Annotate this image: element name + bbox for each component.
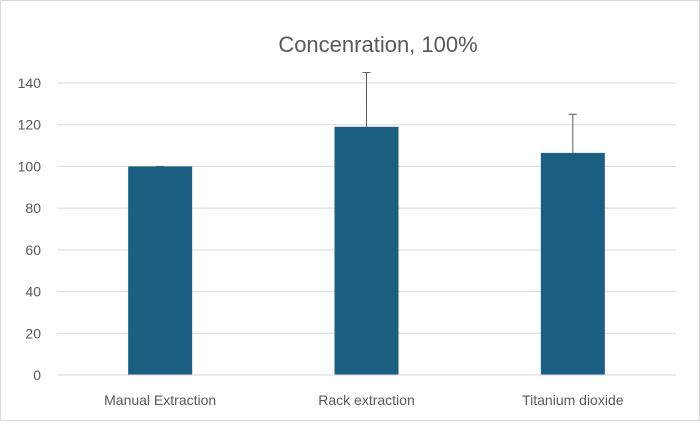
- y-tick-label: 80: [25, 200, 41, 216]
- y-tick-label: 120: [18, 117, 42, 133]
- x-category-label: Rack extraction: [318, 392, 414, 408]
- x-axis-categories: Manual Extraction Rack extraction Titanium…: [104, 392, 624, 408]
- bar: [128, 166, 193, 375]
- y-tick-label: 40: [25, 284, 41, 300]
- y-tick-label: 60: [25, 242, 41, 258]
- y-axis-ticks: 0 20 40 60 80 100 120 140: [18, 75, 42, 383]
- y-tick-label: 20: [25, 325, 41, 341]
- bars: [128, 126, 605, 375]
- bar: [540, 152, 605, 375]
- x-category-label: Titanium dioxide: [522, 392, 624, 408]
- bar: [334, 126, 399, 375]
- y-tick-label: 100: [18, 158, 42, 174]
- error-bars: [156, 72, 577, 167]
- y-tick-label: 0: [33, 367, 41, 383]
- x-category-label: Manual Extraction: [104, 392, 216, 408]
- chart-title: Concenration, 100%: [278, 32, 477, 57]
- y-tick-label: 140: [18, 75, 42, 91]
